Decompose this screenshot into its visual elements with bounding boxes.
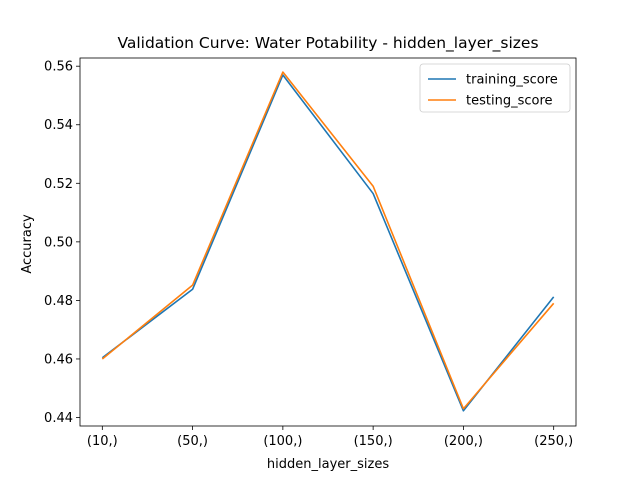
x-tick-label: (150,) xyxy=(354,434,393,449)
plot-frame xyxy=(79,57,577,427)
series-lines xyxy=(101,71,555,412)
x-axis-label: hidden_layer_sizes xyxy=(267,457,389,472)
legend-box xyxy=(419,63,571,113)
y-tick-label: 0.46 xyxy=(44,352,73,367)
y-tick-label: 0.54 xyxy=(44,118,73,133)
x-tick-label: (250,) xyxy=(534,434,573,449)
chart-title: Validation Curve: Water Potability - hid… xyxy=(117,34,538,53)
y-tick-label: 0.48 xyxy=(44,294,73,309)
x-tick-label: (200,) xyxy=(444,434,483,449)
x-tick-label: (100,) xyxy=(263,434,302,449)
legend-label: training_score xyxy=(466,73,558,88)
legend-label: testing_score xyxy=(466,94,553,109)
y-tick-label: 0.50 xyxy=(44,235,73,250)
y-axis-label: Accuracy xyxy=(20,214,35,274)
y-tick-label: 0.52 xyxy=(44,177,73,192)
legend: training_score testing_score xyxy=(419,63,571,113)
y-tick-label: 0.56 xyxy=(44,60,73,75)
y-axis: 0.44 0.46 0.48 0.50 0.52 0.54 0.56 xyxy=(44,60,80,426)
x-tick-label: (50,) xyxy=(177,434,208,449)
series-line-testing-score xyxy=(101,71,555,410)
x-tick-label: (10,) xyxy=(87,434,118,449)
y-tick-label: 0.44 xyxy=(44,411,73,426)
x-axis: (10,) (50,) (100,) (150,) (200,) (250,) xyxy=(87,426,573,449)
